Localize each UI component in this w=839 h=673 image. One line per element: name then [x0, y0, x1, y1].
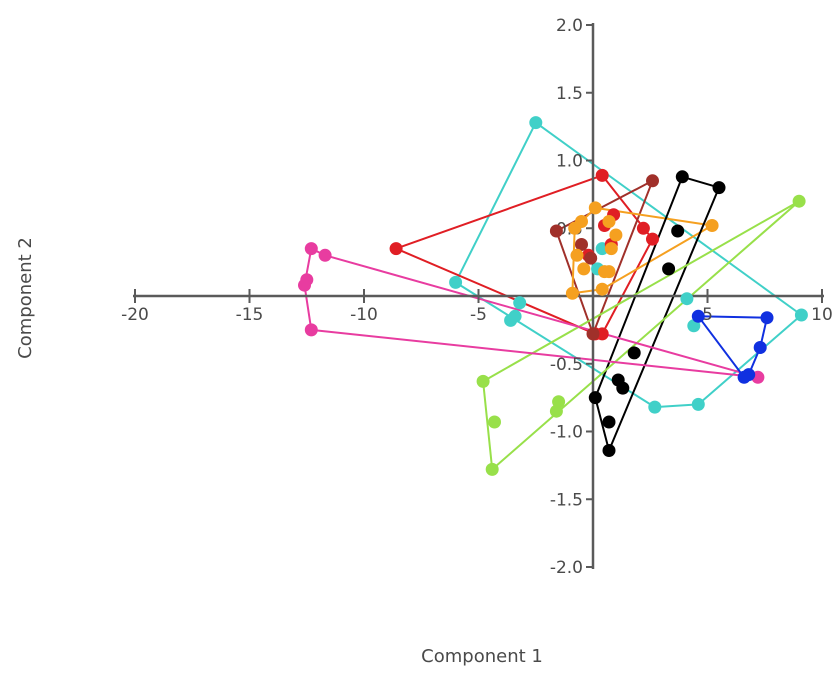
y-tick-label: -1.5 [550, 490, 583, 510]
data-point [602, 265, 616, 279]
x-tick-label: -20 [121, 305, 149, 325]
data-point [568, 221, 582, 235]
data-point [648, 400, 662, 414]
y-tick-label: -2.0 [550, 558, 583, 578]
y-tick-label: 2.0 [556, 16, 583, 36]
data-point [549, 404, 563, 418]
y-tick-label: 1.5 [556, 84, 583, 104]
data-point [691, 397, 705, 411]
x-tick-label: -5 [470, 305, 487, 325]
data-point [565, 286, 579, 300]
data-point [646, 232, 659, 246]
data-point [588, 391, 602, 405]
data-point [595, 282, 609, 296]
x-axis-title: Component 1 [421, 646, 543, 667]
data-point [646, 174, 659, 188]
data-point [627, 346, 641, 360]
data-point [449, 275, 463, 289]
data-point [595, 168, 609, 182]
data-point [513, 296, 527, 310]
x-axis-ticks: -20 -15 -10 -5 5 10 [121, 289, 833, 325]
convex-hull [555, 179, 654, 335]
data-point [588, 201, 602, 215]
y-tick-label: -0.5 [550, 355, 583, 375]
data-point [508, 309, 522, 323]
data-point [691, 309, 705, 323]
data-point [753, 341, 767, 354]
data-point [760, 311, 774, 325]
data-point [595, 327, 609, 341]
data-point [485, 462, 499, 476]
data-point [680, 292, 694, 306]
data-point [671, 224, 685, 238]
data-point [488, 415, 501, 429]
data-point [586, 327, 600, 341]
data-point [549, 224, 563, 238]
convex-hull [482, 200, 801, 471]
convex-hull [395, 174, 654, 335]
data-point [570, 248, 584, 262]
data-point [662, 262, 676, 276]
data-point [575, 238, 588, 251]
data-point [602, 415, 616, 429]
data-point [318, 248, 332, 262]
data-point [577, 262, 591, 276]
data-point [602, 215, 616, 228]
data-point [609, 228, 623, 242]
data-points [298, 116, 808, 476]
x-tick-label: 10 [811, 305, 833, 325]
data-point [304, 323, 318, 337]
data-point [389, 242, 403, 256]
data-point [602, 444, 616, 457]
data-point [298, 278, 311, 292]
x-tick-label: -15 [236, 305, 264, 325]
y-axis-title: Component 2 [15, 237, 36, 359]
data-point [529, 116, 543, 130]
data-point [675, 170, 689, 184]
data-point [584, 251, 598, 265]
data-point [705, 219, 719, 232]
data-point [616, 381, 630, 395]
data-point [794, 308, 808, 322]
convex-hull [697, 315, 768, 379]
x-tick-label: 5 [702, 305, 713, 325]
data-point [792, 194, 806, 208]
data-point [476, 374, 490, 388]
data-point [737, 370, 751, 384]
data-point [636, 221, 650, 235]
x-tick-label: -10 [350, 305, 378, 325]
data-point [304, 242, 318, 256]
convex-hull [454, 121, 803, 409]
data-point [712, 181, 726, 195]
data-point [604, 242, 618, 256]
y-tick-label: -1.0 [550, 423, 583, 443]
y-tick-label: 1.0 [556, 152, 583, 172]
